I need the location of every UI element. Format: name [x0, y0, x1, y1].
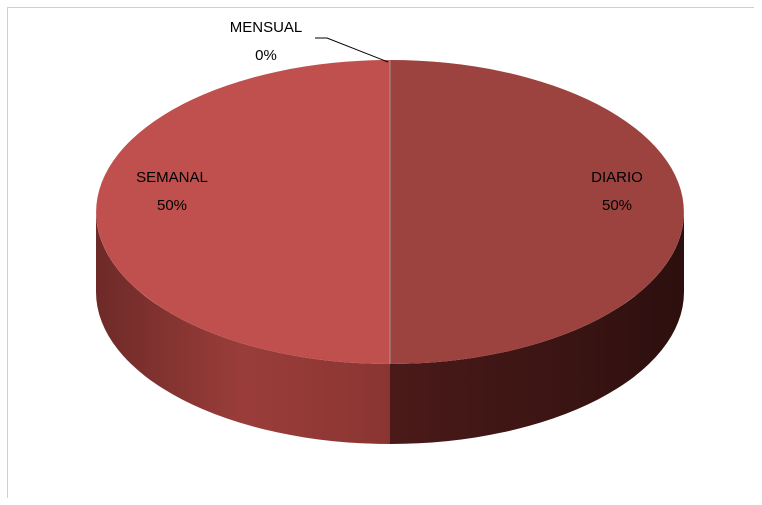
pie-slice-semanal	[96, 60, 390, 364]
pie-side-semanal	[96, 212, 390, 444]
label-diario-pct: 50%	[602, 197, 632, 214]
mensual-leader-line	[315, 37, 389, 63]
pie-side-diario	[390, 212, 684, 444]
chart-frame	[7, 7, 754, 498]
label-semanal-name: SEMANAL	[136, 169, 208, 186]
label-mensual-pct: 0%	[255, 47, 277, 64]
label-diario-name: DIARIO	[591, 169, 643, 186]
label-semanal-pct: 50%	[157, 197, 187, 214]
pie-slice-diario	[390, 60, 684, 364]
label-mensual-name: MENSUAL	[230, 19, 303, 36]
